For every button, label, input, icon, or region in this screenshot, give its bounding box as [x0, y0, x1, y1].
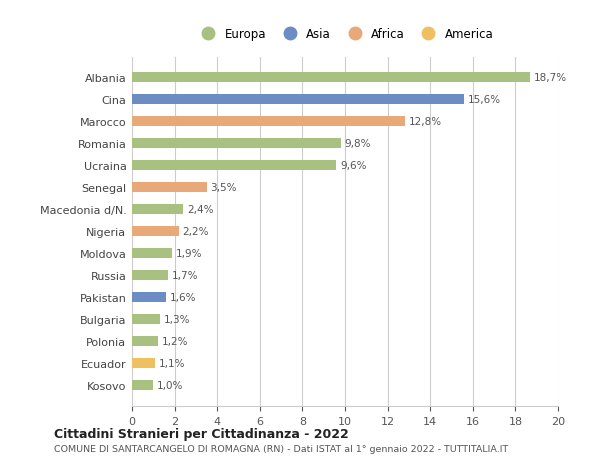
Bar [132, 249, 172, 259]
Text: Cittadini Stranieri per Cittadinanza - 2022: Cittadini Stranieri per Cittadinanza - 2… [54, 427, 349, 440]
Text: COMUNE DI SANTARCANGELO DI ROMAGNA (RN) - Dati ISTAT al 1° gennaio 2022 - TUTTIT: COMUNE DI SANTARCANGELO DI ROMAGNA (RN) … [54, 444, 508, 453]
Text: 1,9%: 1,9% [176, 249, 203, 259]
Text: 9,8%: 9,8% [344, 139, 371, 149]
Text: 18,7%: 18,7% [534, 73, 567, 83]
Text: 1,1%: 1,1% [159, 358, 186, 369]
Bar [132, 336, 158, 347]
Text: 2,2%: 2,2% [182, 227, 209, 237]
Bar [132, 95, 464, 105]
Text: 1,3%: 1,3% [164, 314, 190, 325]
Bar [132, 117, 404, 127]
Text: 1,2%: 1,2% [161, 336, 188, 347]
Text: 3,5%: 3,5% [211, 183, 237, 193]
Text: 9,6%: 9,6% [340, 161, 367, 171]
Bar [132, 293, 166, 302]
Text: 1,7%: 1,7% [172, 271, 199, 280]
Text: 1,0%: 1,0% [157, 381, 184, 391]
Legend: Europa, Asia, Africa, America: Europa, Asia, Africa, America [191, 23, 499, 45]
Bar [132, 227, 179, 237]
Bar [132, 358, 155, 369]
Bar [132, 271, 168, 280]
Text: 1,6%: 1,6% [170, 293, 196, 302]
Text: 2,4%: 2,4% [187, 205, 214, 215]
Bar [132, 139, 341, 149]
Bar [132, 161, 337, 171]
Bar [132, 314, 160, 325]
Bar [132, 183, 206, 193]
Bar [132, 73, 530, 83]
Bar [132, 205, 183, 215]
Text: 12,8%: 12,8% [409, 117, 442, 127]
Bar [132, 381, 154, 390]
Text: 15,6%: 15,6% [468, 95, 501, 105]
